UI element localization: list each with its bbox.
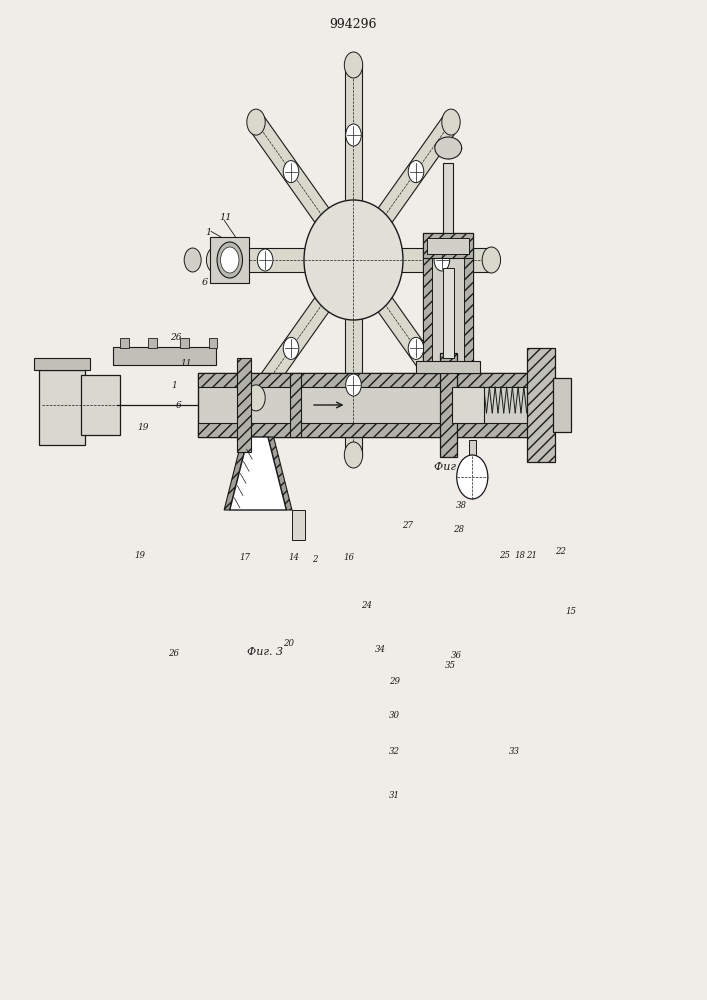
Text: 30: 30 bbox=[389, 710, 400, 719]
Bar bbox=[553, 378, 571, 432]
Text: 26: 26 bbox=[168, 648, 179, 658]
Bar bbox=[452, 387, 484, 423]
Text: 11: 11 bbox=[219, 213, 232, 222]
Text: 14: 14 bbox=[288, 554, 299, 562]
Text: 19: 19 bbox=[134, 552, 146, 560]
Bar bbox=[237, 358, 251, 452]
Circle shape bbox=[247, 109, 265, 135]
Circle shape bbox=[184, 248, 201, 272]
Bar bbox=[469, 440, 476, 455]
Circle shape bbox=[482, 247, 501, 273]
Polygon shape bbox=[250, 114, 334, 233]
Text: 25: 25 bbox=[499, 550, 510, 560]
Text: 29: 29 bbox=[389, 678, 400, 687]
Text: 11: 11 bbox=[180, 359, 192, 367]
Polygon shape bbox=[224, 437, 248, 510]
Polygon shape bbox=[345, 65, 362, 210]
Bar bbox=[198, 373, 530, 437]
Bar bbox=[290, 373, 301, 437]
Circle shape bbox=[346, 374, 361, 396]
Circle shape bbox=[442, 109, 460, 135]
Circle shape bbox=[206, 247, 225, 273]
Bar bbox=[292, 510, 305, 540]
Bar bbox=[180, 338, 189, 348]
Text: 16: 16 bbox=[343, 554, 354, 562]
Circle shape bbox=[408, 161, 423, 183]
Bar bbox=[148, 338, 157, 348]
Bar bbox=[416, 361, 480, 373]
Text: 33: 33 bbox=[509, 748, 520, 756]
Bar bbox=[210, 237, 249, 282]
Bar bbox=[443, 163, 453, 233]
Polygon shape bbox=[373, 287, 457, 406]
Polygon shape bbox=[250, 287, 334, 406]
Text: 2: 2 bbox=[312, 554, 317, 564]
Circle shape bbox=[457, 455, 488, 499]
Text: 34: 34 bbox=[375, 646, 386, 654]
Text: 1: 1 bbox=[205, 228, 211, 237]
Bar bbox=[39, 370, 85, 445]
Bar bbox=[423, 233, 432, 373]
Text: 38: 38 bbox=[456, 500, 467, 510]
Polygon shape bbox=[389, 248, 491, 272]
Text: 31: 31 bbox=[389, 790, 400, 800]
Text: 18: 18 bbox=[515, 550, 526, 560]
Text: 28: 28 bbox=[452, 526, 464, 534]
Bar bbox=[209, 338, 217, 348]
Text: 22: 22 bbox=[555, 548, 566, 556]
Text: Фиг. 3: Фиг. 3 bbox=[247, 647, 284, 657]
Text: 20: 20 bbox=[283, 640, 294, 648]
Circle shape bbox=[221, 247, 239, 273]
Circle shape bbox=[408, 337, 423, 359]
Text: Фиг. 2: Фиг. 2 bbox=[434, 462, 471, 472]
Circle shape bbox=[284, 337, 299, 359]
Text: 6: 6 bbox=[175, 400, 181, 410]
Bar bbox=[440, 353, 457, 457]
Polygon shape bbox=[268, 437, 292, 510]
Bar bbox=[198, 423, 530, 437]
Text: 32: 32 bbox=[389, 748, 400, 756]
Polygon shape bbox=[345, 310, 362, 455]
Text: 35: 35 bbox=[445, 662, 456, 671]
Circle shape bbox=[344, 442, 363, 468]
Bar bbox=[443, 268, 454, 358]
Circle shape bbox=[247, 385, 265, 411]
Text: 36: 36 bbox=[450, 650, 462, 660]
Polygon shape bbox=[230, 437, 286, 510]
Bar bbox=[423, 233, 473, 258]
Circle shape bbox=[346, 124, 361, 146]
Text: 26: 26 bbox=[170, 333, 181, 342]
Text: 1: 1 bbox=[172, 380, 177, 389]
Bar bbox=[527, 348, 555, 462]
Bar bbox=[81, 375, 120, 435]
Text: 994296: 994296 bbox=[329, 18, 378, 31]
Bar bbox=[34, 358, 90, 370]
Bar bbox=[464, 233, 473, 373]
Polygon shape bbox=[216, 248, 318, 272]
Circle shape bbox=[434, 249, 450, 271]
Circle shape bbox=[442, 385, 460, 411]
Text: 17: 17 bbox=[240, 554, 251, 562]
Circle shape bbox=[217, 242, 243, 278]
Bar bbox=[113, 347, 216, 365]
Bar bbox=[198, 373, 530, 387]
Ellipse shape bbox=[435, 137, 462, 159]
Circle shape bbox=[257, 249, 273, 271]
Circle shape bbox=[284, 161, 299, 183]
Text: 19: 19 bbox=[138, 423, 149, 432]
Bar bbox=[120, 338, 129, 348]
Text: 15: 15 bbox=[566, 607, 577, 616]
Ellipse shape bbox=[304, 200, 403, 320]
Text: 21: 21 bbox=[526, 550, 537, 560]
Text: 27: 27 bbox=[402, 520, 414, 530]
Circle shape bbox=[344, 52, 363, 78]
Polygon shape bbox=[373, 114, 457, 233]
Bar bbox=[423, 233, 473, 373]
Text: 6: 6 bbox=[201, 278, 208, 287]
Bar bbox=[427, 238, 469, 254]
Text: 24: 24 bbox=[361, 600, 372, 609]
